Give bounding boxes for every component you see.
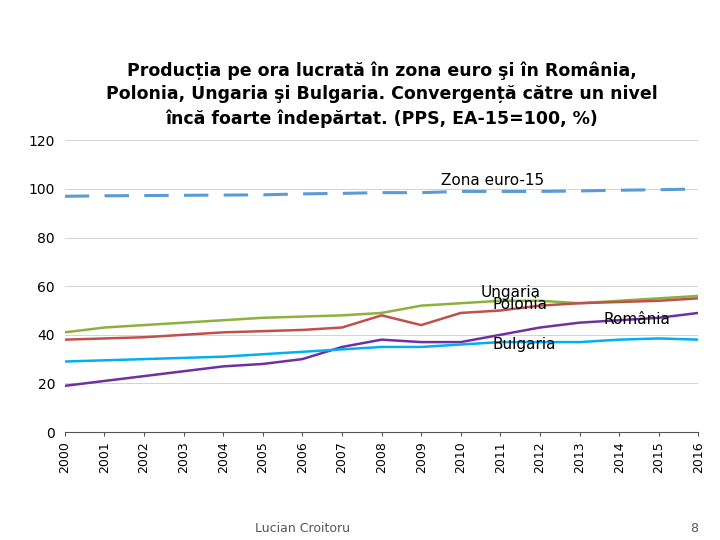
Text: Bulgaria: Bulgaria [492,337,556,352]
Text: Polonia: Polonia [492,298,547,312]
Title: Producția pe ora lucrată în zona euro şi în România,
Polonia, Ungaria şi Bulgari: Producția pe ora lucrată în zona euro şi… [106,62,657,128]
Text: Lucian Croitoru: Lucian Croitoru [255,522,350,535]
Text: România: România [603,312,670,327]
Text: 8: 8 [690,522,698,535]
Text: Ungaria: Ungaria [481,285,541,300]
Text: Zona euro-15: Zona euro-15 [441,173,544,188]
